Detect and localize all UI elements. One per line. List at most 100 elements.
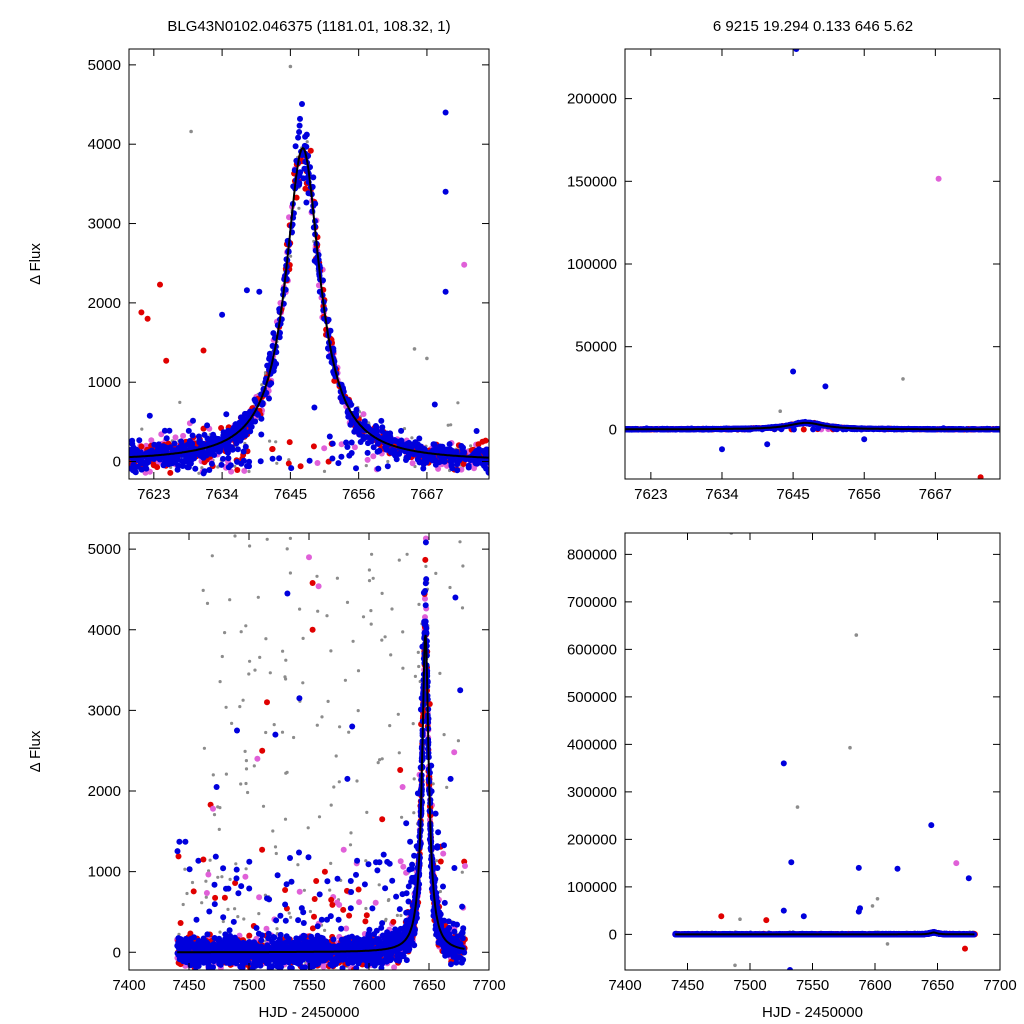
data-point	[190, 880, 195, 885]
data-point	[185, 427, 192, 434]
y-tick-label: 0	[609, 421, 617, 438]
data-point	[461, 261, 468, 268]
data-point	[224, 772, 228, 776]
data-point	[394, 438, 401, 445]
data-point	[367, 568, 371, 572]
data-point	[210, 554, 214, 558]
data-point	[283, 817, 288, 821]
data-point	[369, 622, 373, 626]
data-point	[448, 462, 455, 469]
data-point	[431, 441, 438, 448]
data-point	[405, 552, 409, 556]
data-point	[436, 443, 443, 450]
data-point	[378, 417, 385, 424]
data-point	[365, 810, 369, 815]
data-point	[790, 426, 797, 433]
data-point	[256, 894, 263, 901]
data-point	[369, 428, 376, 435]
data-point	[218, 461, 225, 468]
data-point	[320, 715, 324, 719]
data-point	[265, 537, 269, 541]
data-point	[364, 449, 371, 456]
data-point	[317, 815, 322, 819]
data-point	[148, 437, 155, 444]
data-point	[397, 751, 401, 755]
data-point	[326, 699, 330, 704]
data-point	[144, 315, 151, 322]
data-point	[336, 901, 343, 908]
data-point	[328, 888, 332, 892]
data-point	[450, 457, 457, 463]
y-tick-label: 3000	[88, 216, 121, 233]
data-point	[800, 426, 807, 433]
x-tick-label: 7656	[848, 486, 881, 503]
data-point	[192, 465, 199, 472]
data-point	[335, 576, 339, 580]
data-point	[217, 827, 221, 832]
data-point	[372, 899, 379, 906]
data-point	[174, 466, 181, 473]
points-top-left	[129, 64, 489, 477]
data-point	[286, 439, 293, 446]
data-point	[269, 446, 276, 452]
data-point	[218, 930, 222, 934]
data-point	[244, 781, 248, 786]
data-point	[188, 439, 194, 446]
data-point	[229, 446, 236, 453]
data-point	[397, 558, 401, 562]
data-point	[274, 440, 278, 444]
data-point	[201, 588, 205, 593]
data-point	[295, 134, 302, 141]
data-point	[269, 342, 276, 349]
data-point	[375, 465, 382, 472]
data-point	[288, 571, 292, 575]
data-point	[260, 383, 264, 387]
data-point	[188, 451, 195, 458]
data-point	[384, 431, 391, 437]
data-point	[370, 453, 377, 460]
data-point	[420, 461, 427, 468]
data-point	[228, 877, 232, 882]
data-point	[322, 469, 327, 473]
data-point	[166, 427, 173, 434]
data-point	[338, 453, 345, 460]
data-point	[305, 140, 309, 144]
data-point	[719, 446, 725, 453]
data-point	[356, 431, 363, 438]
data-point	[815, 425, 822, 432]
y-tick-label: 5000	[88, 57, 121, 74]
data-point	[343, 925, 350, 932]
data-point	[297, 206, 301, 210]
data-point	[264, 637, 268, 641]
data-point	[202, 746, 206, 750]
data-point	[810, 426, 817, 433]
data-point	[301, 681, 305, 685]
data-point	[400, 815, 404, 819]
data-point	[185, 464, 192, 471]
data-point	[471, 465, 477, 472]
panel-top-left: 7623 7634 7645 7656 766701000200030004000500…	[27, 48, 490, 503]
y-tick-label: 50000	[575, 339, 617, 356]
data-point	[296, 888, 303, 895]
model-curve	[625, 421, 1000, 431]
data-point	[349, 831, 353, 835]
data-point	[266, 350, 273, 357]
data-point	[266, 355, 273, 362]
data-point	[412, 811, 416, 815]
data-point	[437, 448, 444, 455]
data-point	[223, 631, 227, 635]
data-point	[369, 609, 373, 613]
data-point	[242, 917, 246, 921]
data-point	[241, 467, 248, 474]
data-point	[283, 675, 287, 679]
data-point	[247, 408, 254, 415]
data-point	[401, 666, 405, 670]
data-point	[393, 456, 400, 463]
data-point	[232, 421, 239, 428]
data-point	[307, 147, 314, 154]
data-point	[323, 928, 327, 933]
data-point	[284, 771, 288, 775]
data-point	[301, 165, 308, 172]
